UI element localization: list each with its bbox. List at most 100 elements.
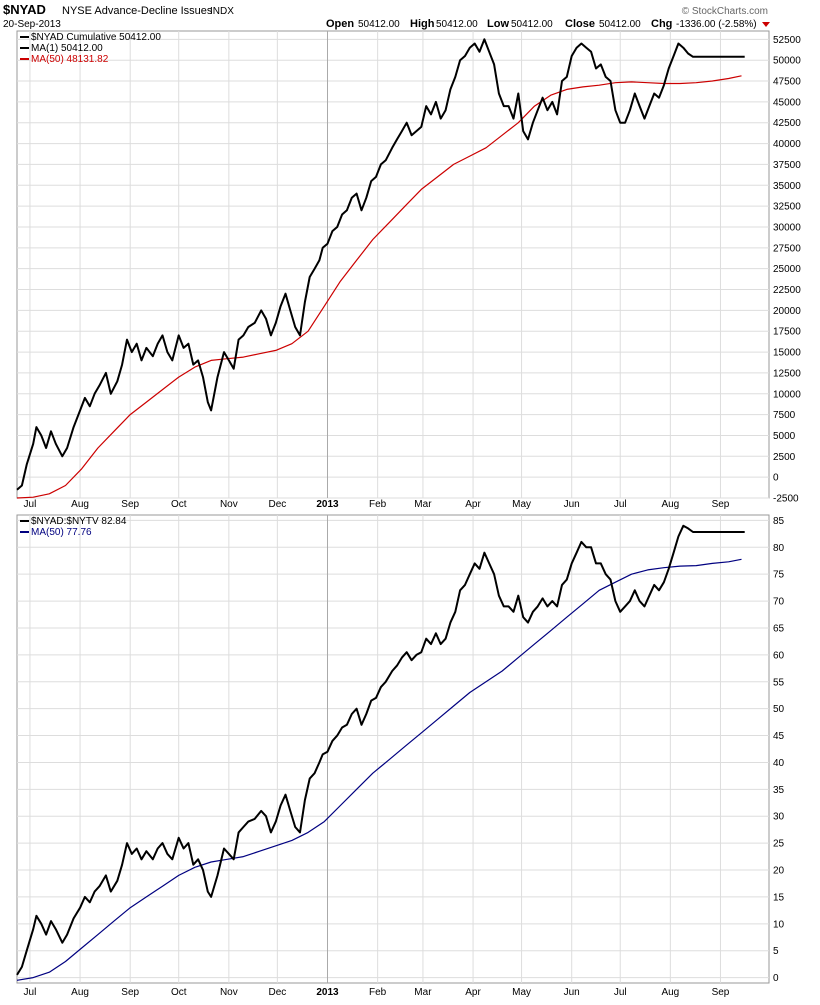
chart-date: 20-Sep-2013 (3, 19, 61, 30)
y-tick-label: 27500 (773, 243, 801, 254)
open-value: 50412.00 (358, 19, 400, 30)
top-grid (17, 31, 769, 499)
exchange-label: INDX (210, 6, 234, 17)
y-tick-label: 80 (773, 543, 785, 554)
y-tick-label: 40 (773, 758, 785, 769)
y-tick-label: 75 (773, 570, 785, 581)
high-label: High (410, 18, 435, 30)
y-tick-label: 70 (773, 597, 785, 608)
y-tick-label: 17500 (773, 327, 801, 338)
watermark: © StockCharts.com (682, 6, 768, 17)
x-tick-label: Mar (414, 987, 432, 998)
x-tick-label: Dec (268, 499, 286, 510)
series-line-ma (16, 75, 742, 499)
y-tick-label: 12500 (773, 368, 801, 379)
y-tick-label: 15000 (773, 348, 801, 359)
y-tick-label: 50 (773, 704, 785, 715)
close-value: 50412.00 (599, 19, 641, 30)
x-tick-label: Sep (712, 987, 730, 998)
x-tick-label: Aug (661, 987, 679, 998)
legend-label: $NYAD Cumulative 50412.00 (31, 32, 161, 43)
y-tick-label: 25 (773, 839, 785, 850)
bottom-x-axis: Jul Aug Sep Oct Nov Dec 2013 Feb Mar Apr May Jun Jul… (24, 987, 730, 998)
x-tick-label: Jun (564, 499, 580, 510)
legend-label: MA(50) 77.76 (31, 527, 92, 538)
index-name: NYSE Advance-Decline Issues (62, 5, 213, 17)
y-tick-label: 85 (773, 516, 785, 527)
y-tick-label: 35 (773, 785, 785, 796)
y-tick-label: 0 (773, 973, 779, 984)
x-tick-label: Jul (614, 987, 627, 998)
panel-top: 5250050000475004500042500400003750035000… (16, 30, 801, 510)
y-tick-label: 40000 (773, 139, 801, 150)
y-tick-label: 52500 (773, 35, 801, 46)
y-tick-label: 32500 (773, 202, 801, 213)
y-tick-label: 10 (773, 919, 785, 930)
low-label: Low (487, 18, 509, 30)
low-value: 50412.00 (511, 19, 553, 30)
down-arrow-icon (762, 22, 770, 27)
x-tick-label: Jul (24, 987, 37, 998)
x-tick-label: Nov (220, 987, 238, 998)
x-tick-label: Aug (71, 499, 89, 510)
y-tick-label: 7500 (773, 410, 796, 421)
panel-top-frame (16, 30, 770, 499)
y-tick-label: 30 (773, 812, 785, 823)
x-tick-label: Feb (369, 499, 387, 510)
y-tick-label: 42500 (773, 118, 801, 129)
y-tick-label: 37500 (773, 160, 801, 171)
y-tick-label: 5000 (773, 431, 796, 442)
legend-label: MA(50) 48131.82 (31, 54, 109, 65)
chg-label: Chg (651, 18, 672, 30)
x-tick-label: Feb (369, 987, 387, 998)
y-tick-label: 15 (773, 892, 785, 903)
panel-bottom-frame (16, 514, 770, 984)
x-tick-label: Apr (465, 499, 481, 510)
y-tick-label: 45000 (773, 97, 801, 108)
x-tick-label: Mar (414, 499, 432, 510)
y-tick-label: 60 (773, 650, 785, 661)
y-tick-label: 30000 (773, 222, 801, 233)
series-line-primary (16, 524, 745, 976)
top-series (16, 38, 745, 499)
y-tick-label: 45 (773, 731, 785, 742)
y-tick-label: 10000 (773, 389, 801, 400)
legend-label: $NYAD:$NYTV 82.84 (31, 516, 127, 527)
x-tick-label: Jul (614, 499, 627, 510)
x-tick-label: Aug (661, 499, 679, 510)
y-tick-label: 47500 (773, 77, 801, 88)
y-tick-label: 65 (773, 623, 785, 634)
x-tick-label: Sep (712, 499, 730, 510)
bottom-grid (17, 515, 769, 983)
bottom-series (16, 524, 745, 981)
y-tick-label: 35000 (773, 181, 801, 192)
top-x-axis: Jul Aug Sep Oct Nov Dec 2013 Feb Mar Apr May Jun Jul… (24, 499, 730, 510)
x-tick-label: Sep (121, 499, 139, 510)
y-tick-label: -2500 (773, 494, 799, 505)
chg-value: -1336.00 (-2.58%) (676, 19, 757, 30)
y-tick-label: 25000 (773, 264, 801, 275)
x-tick-label: May (512, 987, 531, 998)
y-tick-label: 0 (773, 473, 779, 484)
y-tick-label: 55 (773, 677, 785, 688)
x-tick-label: Oct (171, 987, 187, 998)
y-tick-label: 22500 (773, 285, 801, 296)
x-tick-label: Dec (268, 987, 286, 998)
x-tick-label: Apr (465, 987, 481, 998)
close-label: Close (565, 18, 595, 30)
x-tick-label: Nov (220, 499, 238, 510)
top-y-axis: 5250050000475004500042500400003750035000… (773, 35, 801, 505)
x-tick-label: Sep (121, 987, 139, 998)
y-tick-label: 2500 (773, 452, 796, 463)
open-label: Open (326, 18, 354, 30)
legend-label: MA(1) 50412.00 (31, 43, 103, 54)
high-value: 50412.00 (436, 19, 478, 30)
x-tick-label: 2013 (316, 987, 339, 998)
y-tick-label: 20 (773, 866, 785, 877)
symbol-title: $NYAD (3, 2, 46, 17)
x-tick-label: Oct (171, 499, 187, 510)
